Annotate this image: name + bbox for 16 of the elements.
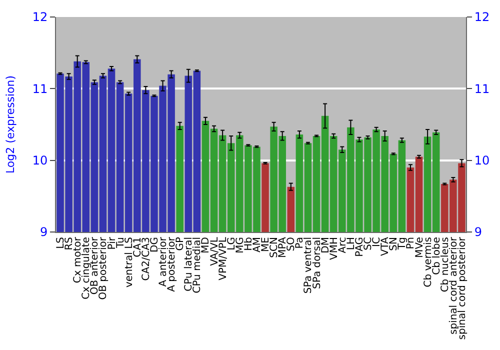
y-tick-label: 11 — [32, 82, 48, 96]
y-tick-label: 12 — [32, 10, 48, 24]
y2-tick-label: 10 — [474, 154, 490, 168]
y2-tick-label: 12 — [474, 10, 490, 24]
y-tick-label: 10 — [32, 154, 48, 168]
x-tick-label: OB posterior — [98, 236, 110, 300]
x-tick-label: Tg — [397, 237, 408, 250]
x-tick-label: MVe — [414, 237, 426, 258]
y2-tick-label: 11 — [474, 82, 490, 96]
y2-tick-label: 9 — [474, 225, 482, 240]
y-axis-title: Log2 (expression) — [4, 75, 17, 174]
x-tick-label: DG — [149, 237, 160, 252]
y-tick-label: 9 — [40, 225, 48, 240]
x-tick-label: Cb lobe — [431, 237, 442, 275]
x-tick-label: spinal cord posterior — [456, 236, 468, 340]
x-tick-label: A posterior — [166, 236, 178, 292]
